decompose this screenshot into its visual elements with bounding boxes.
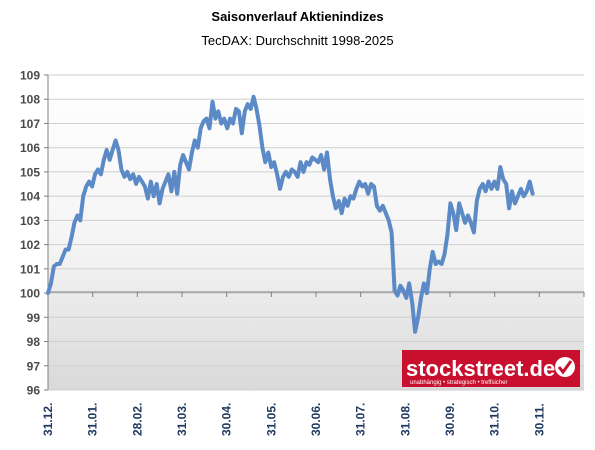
chart-title: Saisonverlauf Aktienindizes: [211, 9, 384, 24]
y-tick-label: 103: [20, 214, 40, 228]
y-tick-label: 102: [20, 238, 40, 252]
plot-area: [48, 75, 584, 390]
x-tick-label: 30.09.: [443, 403, 457, 436]
x-tick-label: 31.03.: [175, 403, 189, 436]
y-tick-label: 108: [20, 93, 40, 107]
watermark-brand: stockstreet.de: [406, 356, 555, 381]
x-tick-label: 28.02.: [130, 403, 144, 436]
x-tick-label: 30.04.: [220, 403, 234, 436]
checkmark-icon: [557, 360, 573, 375]
chart-subtitle: TecDAX: Durchschnitt 1998-2025: [201, 33, 394, 48]
y-tick-label: 109: [20, 69, 40, 83]
y-tick-label: 99: [27, 311, 41, 325]
x-tick-label: 30.06.: [309, 403, 323, 436]
y-tick-label: 100: [20, 287, 40, 301]
y-tick-label: 101: [20, 262, 40, 276]
y-axis-ticks: 96 97 98 99 100 101 102 103 104 105 106 107 108 109: [20, 69, 48, 398]
y-tick-label: 96: [27, 384, 41, 398]
watermark-background: [402, 350, 580, 387]
y-tick-label: 104: [20, 190, 40, 204]
x-tick-label: 31.01.: [86, 403, 100, 436]
watermark-logo: stockstreet.de unabhängig • strategisch …: [402, 350, 580, 387]
x-tick-label: 31.12.: [41, 403, 55, 436]
y-tick-label: 105: [20, 165, 40, 179]
x-tick-label: 31.10.: [488, 403, 502, 436]
series-group: [46, 94, 535, 334]
watermark-tagline: unabhängig • strategisch • treffsicher: [410, 380, 507, 386]
series-line-0: [46, 94, 535, 334]
y-tick-label: 107: [20, 117, 40, 131]
y-tick-label: 97: [27, 359, 41, 373]
x-tick-label: 31.08.: [398, 403, 412, 436]
x-axis-ticks: 31.12. 31.01. 28.02. 31.03. 30.04. 31.05. 30.0…: [41, 292, 585, 436]
x-tick-label: 30.11.: [532, 403, 546, 436]
x-tick-label: 31.07.: [354, 403, 368, 436]
y-tick-label: 98: [27, 335, 41, 349]
y-tick-label: 106: [20, 141, 40, 155]
x-tick-label: 31.05.: [264, 403, 278, 436]
